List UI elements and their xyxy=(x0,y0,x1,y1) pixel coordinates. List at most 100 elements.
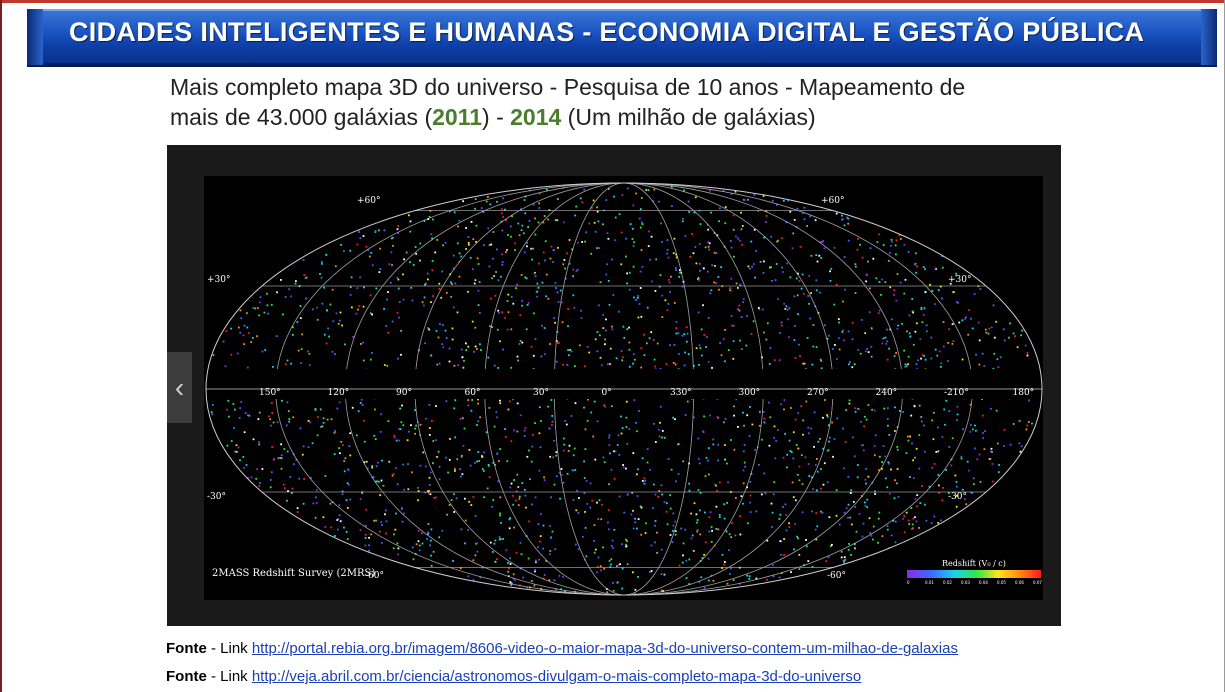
galaxy-point xyxy=(280,454,283,457)
galaxy-point xyxy=(474,279,477,281)
galaxy-point xyxy=(618,495,621,498)
galaxy-point xyxy=(430,554,432,557)
galaxy-point xyxy=(654,520,657,522)
galaxy-point xyxy=(673,302,676,304)
galaxy-point xyxy=(623,511,626,514)
galaxy-point xyxy=(941,255,944,258)
galaxy-point xyxy=(824,324,826,327)
galaxy-point xyxy=(256,468,258,471)
galaxy-point xyxy=(952,291,955,293)
galaxy-point xyxy=(426,272,429,275)
galaxy-point xyxy=(723,421,725,424)
galaxy-point xyxy=(766,539,769,542)
galaxy-point xyxy=(626,272,628,275)
galaxy-point xyxy=(332,320,335,323)
galaxy-point xyxy=(625,416,628,419)
galaxy-point xyxy=(759,260,762,263)
galaxy-point xyxy=(534,570,536,573)
galaxy-point xyxy=(1026,352,1029,354)
galaxy-point xyxy=(699,269,701,272)
galaxy-point xyxy=(771,511,774,514)
galaxy-point xyxy=(732,340,735,343)
galaxy-point xyxy=(727,349,730,351)
galaxy-point xyxy=(608,483,610,486)
galaxy-point xyxy=(659,421,661,424)
galaxy-point xyxy=(474,515,477,517)
galaxy-point xyxy=(608,559,611,562)
galaxy-point xyxy=(659,367,662,370)
galaxy-point xyxy=(796,294,799,297)
galaxy-point xyxy=(932,438,935,441)
galaxy-point xyxy=(972,483,975,485)
galaxy-point xyxy=(430,528,433,531)
galaxy-point xyxy=(606,263,609,266)
galaxy-point xyxy=(739,515,741,517)
galaxy-point xyxy=(374,408,376,411)
galaxy-point xyxy=(301,453,304,456)
galaxy-point xyxy=(371,352,373,354)
galaxy-point xyxy=(521,304,523,307)
galaxy-point xyxy=(532,247,534,250)
galaxy-point xyxy=(276,421,279,424)
galaxy-point xyxy=(889,286,892,289)
galaxy-point xyxy=(683,333,686,335)
galaxy-point xyxy=(842,559,845,562)
galaxy-point xyxy=(678,276,681,278)
galaxy-point xyxy=(799,355,801,357)
galaxy-point xyxy=(525,328,528,331)
galaxy-point xyxy=(796,473,799,476)
galaxy-point xyxy=(695,513,698,516)
galaxy-point xyxy=(743,199,746,201)
galaxy-point xyxy=(798,479,801,482)
galaxy-point xyxy=(511,494,514,497)
galaxy-point xyxy=(424,284,426,286)
galaxy-point xyxy=(509,400,511,403)
galaxy-point xyxy=(739,582,741,585)
galaxy-point xyxy=(545,273,548,276)
galaxy-point xyxy=(396,483,399,486)
galaxy-point xyxy=(918,527,920,529)
galaxy-point xyxy=(476,348,478,350)
galaxy-point xyxy=(697,311,700,314)
galaxy-point xyxy=(832,348,834,350)
galaxy-point xyxy=(591,499,594,502)
galaxy-point xyxy=(334,535,336,537)
galaxy-point xyxy=(721,567,723,569)
galaxy-point xyxy=(822,240,824,242)
galaxy-point xyxy=(450,499,453,501)
source-link-1[interactable]: http://portal.rebia.org.br/imagem/8606-v… xyxy=(251,640,958,657)
galaxy-point xyxy=(793,295,796,298)
galaxy-point xyxy=(242,334,245,337)
galaxy-point xyxy=(397,232,400,235)
galaxy-point xyxy=(694,196,697,199)
galaxy-point xyxy=(514,249,516,251)
galaxy-point xyxy=(788,522,790,525)
galaxy-point xyxy=(243,431,246,434)
galaxy-point xyxy=(544,353,546,356)
galaxy-point xyxy=(837,337,840,340)
galaxy-point xyxy=(597,556,600,559)
galaxy-point xyxy=(797,537,799,540)
galaxy-point xyxy=(724,444,726,446)
galaxy-point xyxy=(789,276,792,279)
galaxy-point xyxy=(746,414,749,417)
galaxy-point xyxy=(637,468,639,471)
galaxy-point xyxy=(715,252,718,255)
galaxy-point xyxy=(769,347,772,349)
galaxy-point xyxy=(735,497,737,499)
galaxy-point xyxy=(531,434,534,436)
galaxy-point xyxy=(210,411,213,413)
galaxy-point xyxy=(289,476,292,478)
galaxy-point xyxy=(807,426,810,429)
galaxy-point xyxy=(680,271,683,274)
galaxy-point xyxy=(990,450,992,453)
galaxy-point xyxy=(992,304,995,307)
galaxy-point xyxy=(522,232,525,235)
galaxy-point xyxy=(724,206,727,208)
galaxy-point xyxy=(421,542,424,545)
galaxy-point xyxy=(871,408,873,411)
galaxy-point xyxy=(549,343,551,345)
source-link-2[interactable]: http://veja.abril.com.br/ciencia/astrono… xyxy=(251,668,862,685)
galaxy-point xyxy=(567,325,569,327)
prev-slide-button[interactable]: ‹ xyxy=(167,352,192,423)
